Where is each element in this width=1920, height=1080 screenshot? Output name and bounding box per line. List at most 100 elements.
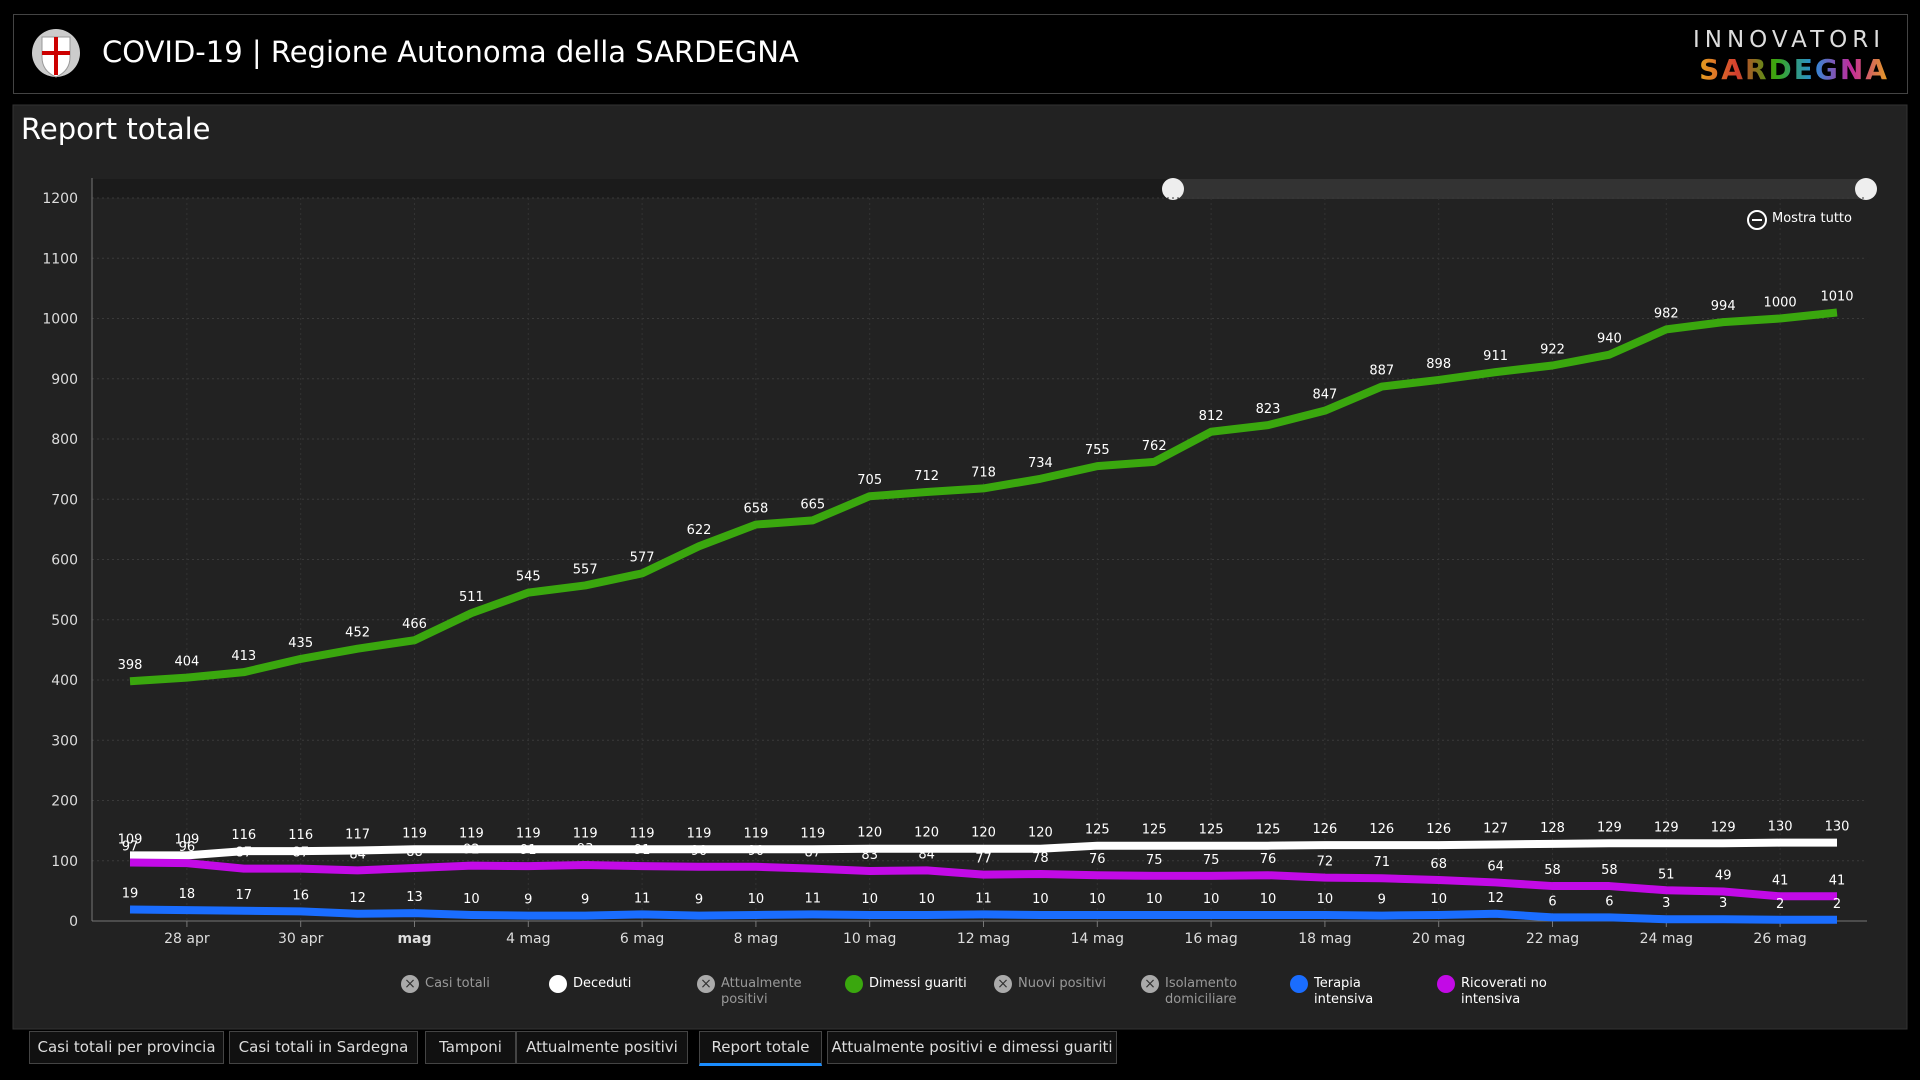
legend-item[interactable]: Terapia intensiva [1290, 975, 1424, 1008]
y-tick-label: 500 [51, 613, 78, 629]
data-label: 19 [122, 887, 139, 902]
zoom-button[interactable]: Mostra tutto [1772, 211, 1852, 226]
data-label: 898 [1426, 357, 1451, 372]
data-label: 119 [800, 826, 825, 841]
data-label: 16 [292, 888, 309, 903]
data-label: 10 [1317, 892, 1334, 907]
data-label: 120 [971, 826, 996, 841]
header-title: COVID-19 | Regione Autonoma della SARDEG… [102, 35, 799, 69]
data-label: 9 [581, 893, 589, 908]
data-label: 511 [459, 590, 484, 605]
tab[interactable]: Casi totali in Sardegna [229, 1031, 418, 1064]
data-label: 116 [288, 828, 313, 843]
x-tick-label: 8 mag [734, 931, 778, 947]
data-label: 12 [349, 891, 366, 906]
x-tick-label: 12 mag [957, 931, 1010, 947]
series-line [129, 308, 1838, 686]
y-tick-label: 1100 [42, 251, 78, 267]
legend-swatch: × [994, 975, 1012, 993]
data-label: 887 [1369, 364, 1394, 379]
legend-swatch [1290, 975, 1308, 993]
data-label: 10 [1203, 892, 1220, 907]
y-tick-label: 800 [51, 432, 78, 448]
legend-item[interactable]: Deceduti [549, 975, 683, 993]
tab[interactable]: Attualmente positivi [516, 1031, 688, 1064]
data-label: 404 [174, 655, 199, 670]
data-label: 129 [1711, 820, 1736, 835]
data-label: 119 [687, 826, 712, 841]
data-label: 91 [634, 843, 651, 858]
legend-item[interactable]: Ricoverati no intensiva [1437, 975, 1571, 1008]
legend-swatch: × [697, 975, 715, 993]
data-label: 119 [573, 826, 598, 841]
data-label: 109 [174, 832, 199, 847]
data-label: 130 [1768, 820, 1793, 835]
x-tick-label: 28 apr [164, 931, 210, 947]
data-label: 91 [520, 843, 537, 858]
legend-item[interactable]: Nuovi positivi × [994, 975, 1128, 993]
data-label: 10 [1089, 892, 1106, 907]
data-label: 847 [1312, 388, 1337, 403]
data-label: 665 [800, 497, 825, 512]
slider-handle[interactable] [1162, 178, 1184, 200]
zoom-icon[interactable] [1747, 210, 1767, 230]
data-label: 1010 [1820, 289, 1853, 304]
y-tick-label: 900 [51, 372, 78, 388]
data-label: 911 [1483, 349, 1508, 364]
data-label: 119 [743, 826, 768, 841]
data-label: 109 [118, 832, 143, 847]
data-label: 126 [1312, 822, 1337, 837]
data-label: 72 [1317, 855, 1334, 870]
legend-item[interactable]: Attualmente positivi × [697, 975, 831, 1008]
data-label: 78 [1032, 851, 1049, 866]
data-label: 120 [857, 826, 882, 841]
data-label: 10 [1032, 892, 1049, 907]
series-line [130, 838, 1837, 860]
x-tick-label: 20 mag [1412, 931, 1465, 947]
x-tick-label: 16 mag [1184, 931, 1237, 947]
data-label: 71 [1374, 855, 1391, 870]
data-label: 120 [914, 826, 939, 841]
data-label: 545 [516, 570, 541, 585]
data-label: 577 [630, 550, 655, 565]
data-label: 127 [1483, 821, 1508, 836]
x-tick-label: 4 mag [506, 931, 550, 947]
data-label: 75 [1203, 853, 1220, 868]
tab[interactable]: Casi totali per provincia [29, 1031, 224, 1064]
data-label: 58 [1544, 863, 1561, 878]
data-label: 6 [1605, 894, 1613, 909]
x-tick-label: 30 apr [278, 931, 324, 947]
data-label: 18 [179, 887, 196, 902]
tab[interactable]: Attualmente positivi e dimessi guariti [827, 1031, 1117, 1064]
data-label: 11 [805, 891, 822, 906]
data-label: 125 [1199, 823, 1224, 838]
data-label: 119 [402, 826, 427, 841]
data-label: 452 [345, 626, 370, 641]
legend-item[interactable]: Isolamento domiciliare × [1141, 975, 1275, 1008]
data-label: 125 [1085, 823, 1110, 838]
slider-range[interactable] [1173, 179, 1867, 199]
data-label: 128 [1540, 821, 1565, 836]
data-label: 812 [1199, 409, 1224, 424]
panel-title: Report totale [21, 112, 211, 146]
series-line [129, 905, 1837, 924]
data-label: 17 [236, 888, 253, 903]
tab[interactable]: Report totale [699, 1031, 822, 1066]
x-tick-label: 10 mag [843, 931, 896, 947]
data-label: 3 [1719, 896, 1727, 911]
data-label: 823 [1256, 402, 1281, 417]
data-label: 97 [122, 840, 139, 855]
legend-item[interactable]: Casi totali × [401, 975, 535, 993]
tab[interactable]: Tamponi [425, 1031, 516, 1064]
legend-item[interactable]: Dimessi guariti [845, 975, 979, 993]
slider-handle[interactable] [1855, 178, 1877, 200]
data-label: 90 [748, 844, 765, 859]
header: COVID-19 | Regione Autonoma della SARDEG… [13, 14, 1908, 94]
data-label: 9 [695, 893, 703, 908]
data-label: 87 [236, 846, 253, 861]
y-tick-label: 700 [51, 492, 78, 508]
data-label: 734 [1028, 456, 1053, 471]
data-label: 93 [577, 842, 594, 857]
